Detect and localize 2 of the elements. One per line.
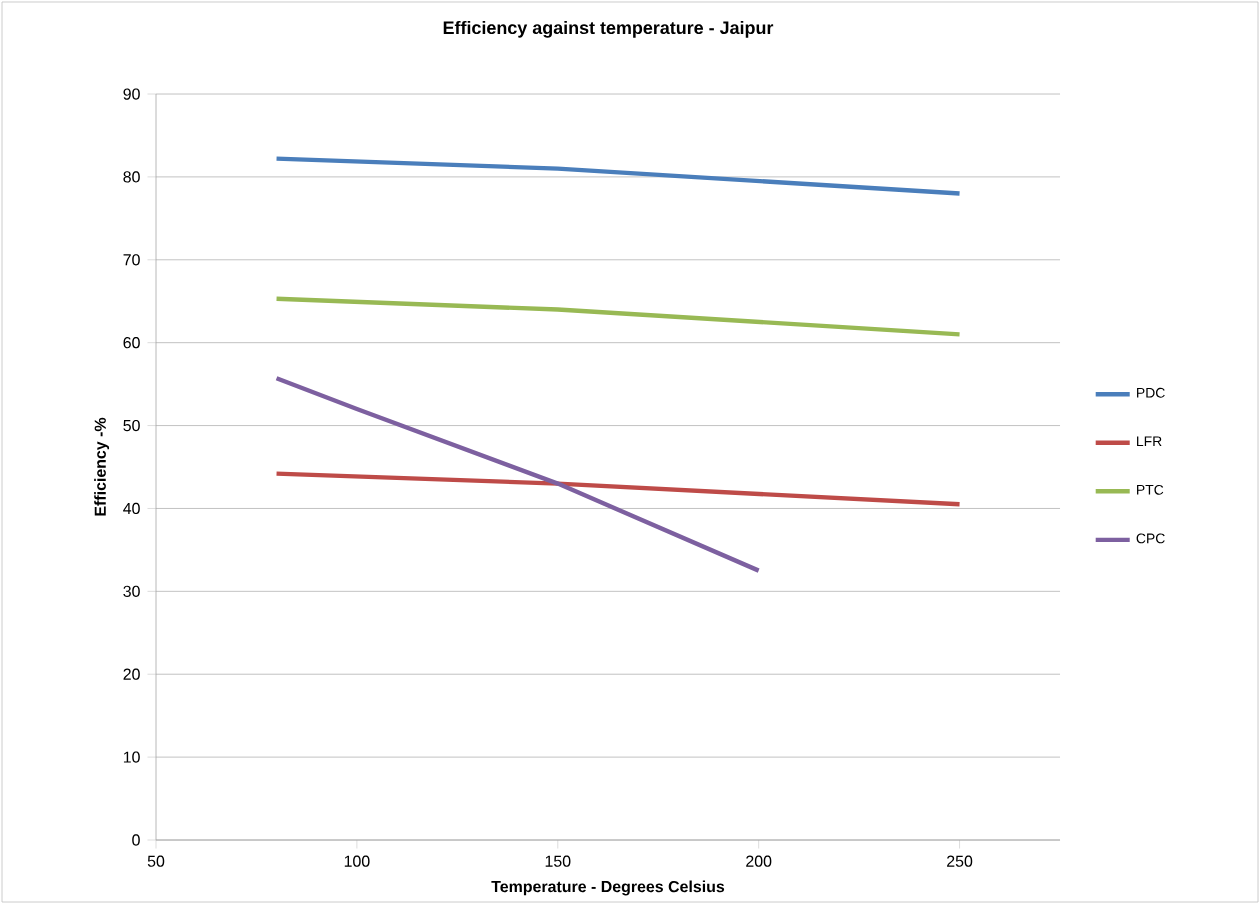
chart-title: Efficiency against temperature - Jaipur <box>443 20 774 38</box>
line-series <box>274 376 761 573</box>
